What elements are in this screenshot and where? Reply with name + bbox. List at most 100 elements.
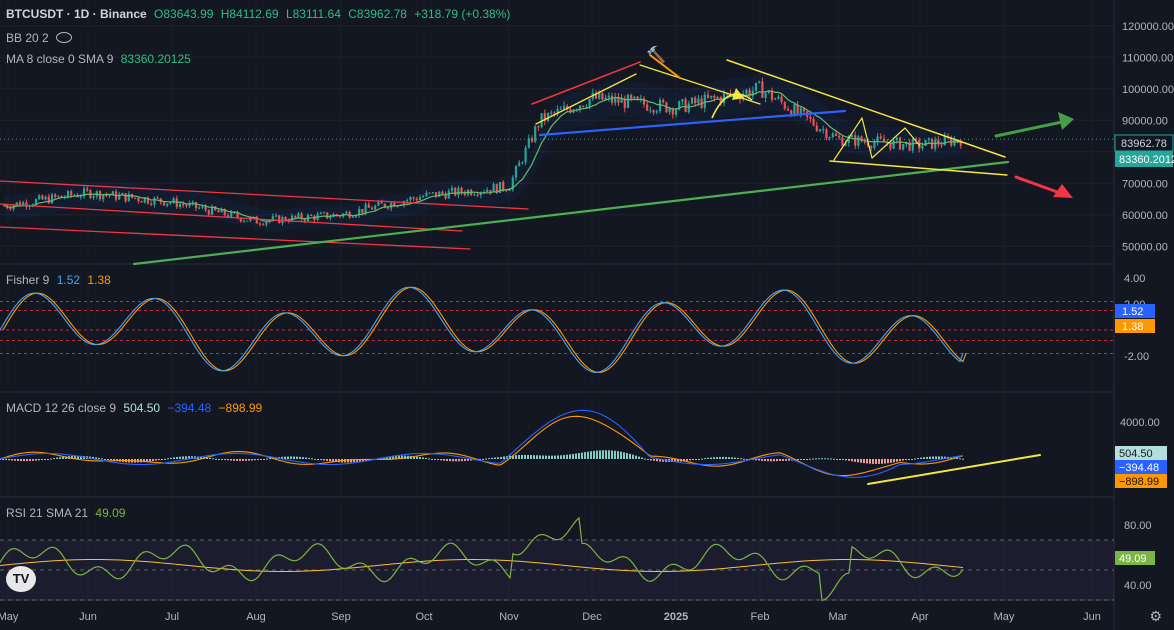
macd-histogram-bar: [842, 459, 844, 460]
candle-body: [402, 201, 406, 206]
candle-body: [713, 95, 716, 98]
candle-body: [102, 195, 105, 200]
candle-body: [495, 184, 498, 193]
candle-body: [892, 139, 895, 149]
triangle-upper-line: [726, 59, 1006, 158]
fisher-legend[interactable]: Fisher 9 1.52 1.38: [6, 273, 115, 287]
candle-body: [418, 197, 422, 201]
macd-histogram-bar: [524, 454, 526, 459]
candle-body: [594, 93, 598, 99]
candle-body: [898, 137, 902, 150]
macd-histogram-bar: [263, 459, 265, 460]
x-tick-label: Dec: [582, 611, 602, 623]
macd-histogram-bar: [812, 458, 814, 460]
candle-body: [262, 224, 265, 226]
macd-histogram-bar: [959, 458, 961, 460]
fisher-tag-label-1: 1.52: [1122, 306, 1143, 318]
macd-histogram-bar: [47, 459, 49, 460]
macd-histogram-bar: [824, 458, 826, 460]
gear-icon[interactable]: ⚙: [1149, 608, 1162, 624]
macd-histogram-bar: [95, 457, 97, 459]
macd-histogram-bar: [584, 452, 586, 459]
bb-legend[interactable]: BB 20 2: [6, 31, 76, 45]
candle-body: [425, 192, 428, 197]
candle-body: [38, 195, 41, 200]
candle-body: [297, 213, 300, 218]
candle-body: [479, 192, 482, 196]
macd-histogram-bar: [428, 458, 430, 460]
macd-histogram-bar: [695, 459, 697, 460]
macd-histogram-bar: [431, 458, 433, 460]
candle-body: [607, 95, 610, 98]
candle-body: [361, 208, 364, 214]
macd-histogram-bar: [158, 459, 160, 460]
candle-body: [380, 201, 383, 204]
macd-histogram-bar: [320, 459, 322, 460]
macd-histogram-bar: [908, 459, 910, 460]
macd-histogram-bar: [566, 454, 568, 459]
macd-histogram-bar: [188, 456, 190, 459]
candle-body: [809, 116, 812, 119]
macd-histogram-bar: [536, 455, 538, 459]
macd-histogram-bar: [215, 458, 217, 460]
macd-histogram-bar: [494, 457, 496, 459]
eye-icon[interactable]: [56, 32, 73, 43]
macd-histogram-bar: [800, 459, 802, 460]
candle-body: [294, 215, 297, 218]
candle-body: [633, 96, 636, 99]
macd-legend[interactable]: MACD 12 26 close 9 504.50 −394.48 −898.9…: [6, 401, 266, 415]
candle-body: [194, 202, 198, 209]
macd-histogram-bar: [218, 459, 220, 460]
macd-histogram-bar: [485, 458, 487, 460]
macd-histogram-bar: [518, 454, 520, 459]
macd-histogram-bar: [392, 456, 394, 459]
candle-body: [447, 190, 450, 199]
uptrend-channel-inner: [535, 73, 637, 125]
candle-body: [79, 196, 82, 198]
candle-body: [47, 196, 50, 204]
macd-histogram-bar: [224, 459, 226, 460]
candle-body: [614, 96, 617, 103]
macd-histogram-bar: [413, 456, 415, 459]
macd-histogram-bar: [323, 459, 325, 461]
macd-histogram-bar: [167, 458, 169, 460]
macd-histogram-bar: [353, 459, 355, 463]
candle-body: [886, 142, 889, 144]
macd-histogram-bar: [53, 458, 55, 460]
candle-body: [457, 187, 460, 196]
ma-legend[interactable]: MA 8 close 0 SMA 9 83360.20125: [6, 52, 195, 66]
candle-body: [44, 196, 47, 200]
macd-histogram-bar: [797, 459, 799, 460]
symbol-title[interactable]: BTCUSDT · 1D · Binance: [6, 7, 147, 21]
candle-body: [943, 136, 946, 146]
macd-histogram-bar: [641, 457, 643, 459]
candle-body: [825, 129, 828, 139]
macd-histogram-bar: [578, 453, 580, 459]
candle-body: [828, 137, 831, 139]
candle-body: [959, 141, 962, 146]
rsi-legend[interactable]: RSI 21 SMA 21 49.09: [6, 506, 129, 520]
candle-body: [460, 187, 463, 193]
macd-histogram-bar: [662, 459, 664, 462]
macd-histogram-bar: [818, 458, 820, 460]
candle-body: [409, 197, 412, 201]
candle-body: [662, 99, 665, 103]
candle-body: [223, 208, 226, 216]
macd-histogram-bar: [608, 450, 610, 459]
macd-histogram-bar: [479, 459, 481, 460]
macd-histogram-bar: [809, 458, 811, 460]
macd-histogram-bar: [677, 459, 679, 462]
macd-histogram-bar: [17, 459, 19, 461]
y-tick-label: 90000.00: [1122, 115, 1168, 127]
bearish-arrow-shaft: [1014, 175, 1062, 195]
macd-support-trendline: [867, 454, 1041, 485]
candle-body: [284, 217, 287, 221]
macd-histogram-bar: [35, 459, 37, 461]
candle-body: [834, 133, 838, 136]
macd-histogram-bar: [779, 459, 781, 461]
macd-histogram-bar: [185, 456, 187, 459]
candle-body: [889, 143, 892, 149]
macd-histogram-bar: [956, 457, 958, 459]
rsi-value: 49.09: [95, 506, 126, 520]
